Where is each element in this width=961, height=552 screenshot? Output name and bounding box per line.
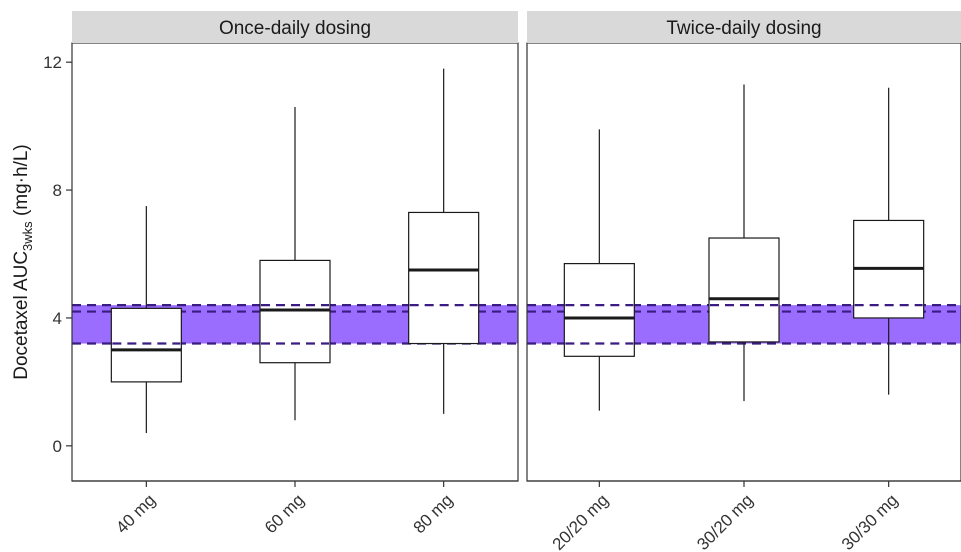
- x-tick-label: 30/20 mg: [693, 490, 757, 552]
- box-0-0: [110, 206, 182, 434]
- y-axis-title-main: Docetaxel AUC: [11, 251, 32, 380]
- panel-title: Twice-daily dosing: [666, 18, 821, 39]
- x-tick-label: 80 mg: [410, 490, 457, 537]
- box-0-2: [408, 68, 480, 414]
- y-tick-label: 0: [53, 437, 62, 456]
- box-1-1: [708, 84, 780, 402]
- box-body: [408, 211, 480, 345]
- panel-strip: [72, 11, 518, 43]
- box-1-0: [563, 129, 635, 411]
- y-axis-title: Docetaxel AUC3wks (mg·h/L): [11, 144, 35, 380]
- x-tick-label: 40 mg: [112, 490, 159, 537]
- box-body: [259, 259, 331, 364]
- box-1-2: [853, 87, 925, 395]
- y-axis-title-unit: (mg·h/L): [11, 144, 32, 221]
- x-tick-label: 20/20 mg: [549, 490, 613, 552]
- y-tick-label: 4: [53, 309, 62, 328]
- x-tick-label: 60 mg: [261, 490, 308, 537]
- box-0-1: [259, 106, 331, 421]
- y-tick-label: 8: [53, 181, 62, 200]
- y-axis-title-subscript: 3wks: [20, 221, 35, 251]
- box-body: [563, 262, 635, 357]
- x-tick-label: 30/30 mg: [838, 490, 902, 552]
- box-body: [110, 307, 182, 383]
- y-tick-label: 12: [43, 53, 62, 72]
- box-body: [708, 237, 780, 343]
- panel-title: Once-daily dosing: [219, 18, 371, 39]
- panel-strip: [527, 11, 961, 43]
